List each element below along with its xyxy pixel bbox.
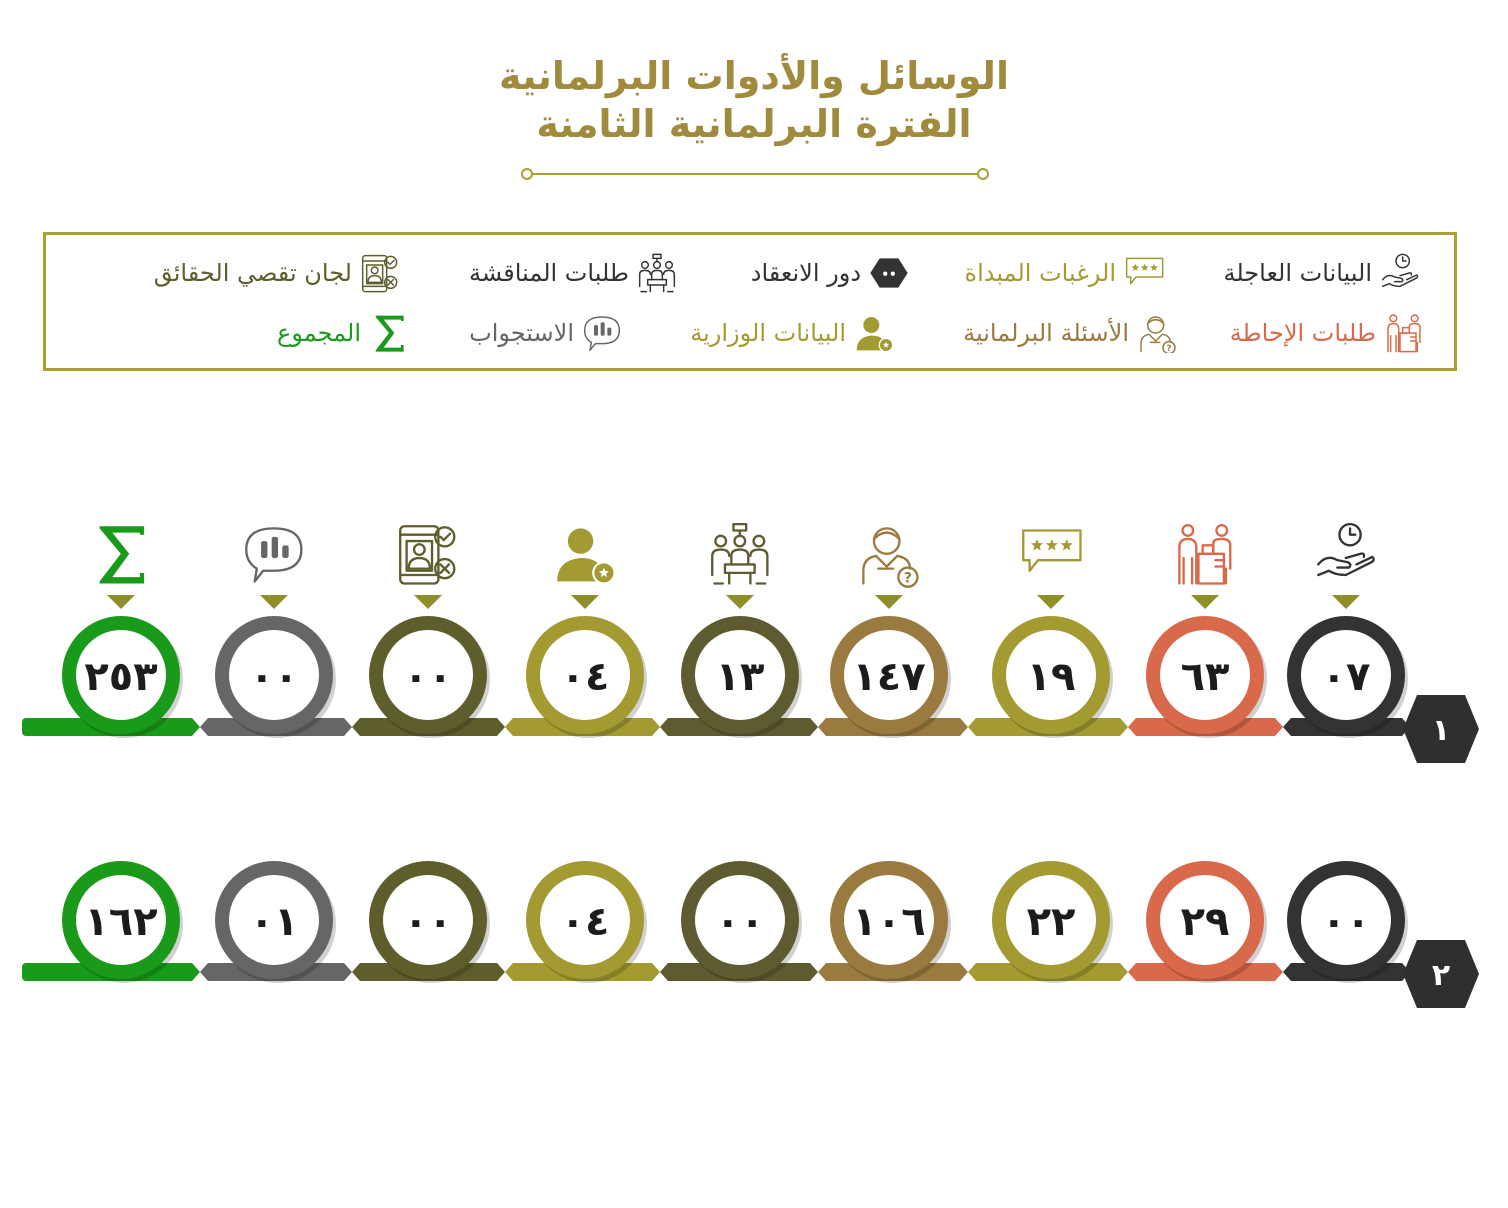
column-pointer xyxy=(414,595,442,609)
briefing-desk-icon xyxy=(1387,314,1421,353)
svg-text:?: ? xyxy=(1166,344,1171,353)
session-hexagon-icon: •• xyxy=(870,258,908,288)
data-label: ٢٥٣ xyxy=(84,654,157,700)
sigma-icon xyxy=(375,315,404,352)
hand-clock-icon xyxy=(1381,253,1419,288)
column-pointer xyxy=(1332,595,1360,609)
row-label-badge xyxy=(1403,940,1479,1008)
value-ring-inner xyxy=(1160,630,1250,720)
svg-text:?: ? xyxy=(904,570,912,586)
meeting-group-icon xyxy=(711,522,769,585)
main-title: الوسائل والأدوات البرلمانية xyxy=(499,54,1009,98)
legend-item: طلبات المناقشة xyxy=(469,253,677,293)
value-ring-inner xyxy=(540,630,630,720)
data-label: ٠١ xyxy=(250,899,299,945)
legend-label: المجموع xyxy=(277,319,361,347)
hand-clock-icon xyxy=(1317,522,1375,577)
person-question-icon: ? xyxy=(862,527,919,588)
value-ring-inner xyxy=(1006,630,1096,720)
data-label: ١٩ xyxy=(1027,654,1076,700)
legend-item: الاستجواب xyxy=(469,313,622,353)
bar-end-cap xyxy=(22,718,36,736)
legend-label: البيانات العاجلة xyxy=(1223,259,1372,287)
data-label: ١٣ xyxy=(716,654,765,700)
data-label: ٦٣ xyxy=(1181,654,1230,700)
data-label: ١٤٧ xyxy=(852,654,925,700)
data-label: ١٠٦ xyxy=(852,899,925,945)
column-pointer xyxy=(1191,595,1219,609)
data-label: ٠٧ xyxy=(1322,654,1371,700)
chat-bars-icon xyxy=(583,316,621,352)
legend-item: المجموع xyxy=(277,313,409,353)
value-ring-inner xyxy=(695,630,785,720)
legend-label: البيانات الوزارية xyxy=(690,319,846,347)
column-pointer xyxy=(726,595,754,609)
value-ring-inner xyxy=(540,875,630,965)
column-pointer xyxy=(107,595,135,609)
row-label: ٢ xyxy=(1432,958,1450,993)
sigma-icon xyxy=(99,526,145,584)
value-ring-inner xyxy=(383,875,473,965)
data-label: ٠٠ xyxy=(404,899,453,945)
value-ring-inner xyxy=(229,875,319,965)
rating-speech-icon xyxy=(1125,257,1164,285)
legend-label: الأسئلة البرلمانية xyxy=(963,319,1129,347)
legend-label: الرغبات المبداة xyxy=(964,259,1117,287)
data-label: ٠٤ xyxy=(561,899,610,945)
legend-label: طلبات المناقشة xyxy=(469,259,629,287)
sub-title: الفترة البرلمانية الثامنة xyxy=(536,102,972,146)
value-ring-inner xyxy=(1006,875,1096,965)
data-label: ٠٠ xyxy=(404,654,453,700)
person-star-icon xyxy=(557,528,616,585)
column-pointer xyxy=(260,595,288,609)
chat-bars-icon xyxy=(245,527,303,583)
value-ring-inner xyxy=(695,875,785,965)
fact-finding-phone-icon xyxy=(399,525,456,585)
column-pointer xyxy=(1037,595,1065,609)
meeting-group-icon xyxy=(638,253,676,293)
column-pointer xyxy=(571,595,599,609)
value-ring-inner xyxy=(229,630,319,720)
value-ring-inner xyxy=(1301,875,1391,965)
legend-item: البيانات الوزارية xyxy=(690,313,894,353)
legend-label: دور الانعقاد xyxy=(750,259,861,287)
data-label: ٠٠ xyxy=(250,654,299,700)
value-ring-inner xyxy=(383,630,473,720)
value-ring-inner xyxy=(844,630,934,720)
person-star-icon xyxy=(856,317,894,353)
legend-label: طلبات الإحاطة xyxy=(1229,319,1376,347)
data-label: ٠٤ xyxy=(561,654,610,700)
legend-label: الاستجواب xyxy=(469,319,574,347)
value-ring-inner xyxy=(1301,630,1391,720)
value-ring-inner xyxy=(76,630,166,720)
fact-finding-phone-icon xyxy=(361,254,398,293)
legend-item: الرغبات المبداة xyxy=(965,253,1165,293)
legend-item: البيانات العاجلة xyxy=(1223,253,1420,293)
bar-end-cap xyxy=(22,963,36,981)
legend-item: طلبات الإحاطة xyxy=(1230,313,1424,353)
legend-item: •• دور الانعقاد xyxy=(751,253,909,293)
svg-text:••: •• xyxy=(881,267,896,281)
legend-label: لجان تقصي الحقائق xyxy=(153,259,352,287)
data-label: ٢٢ xyxy=(1027,899,1076,945)
data-label: ٠٠ xyxy=(1322,899,1371,945)
rating-speech-icon xyxy=(1022,529,1082,572)
data-label: ٢٩ xyxy=(1181,899,1230,945)
briefing-desk-icon xyxy=(1178,524,1232,585)
legend-item: لجان تقصي الحقائق xyxy=(154,253,400,293)
value-ring-inner xyxy=(1160,875,1250,965)
data-label: ٠٠ xyxy=(716,899,765,945)
title-divider xyxy=(521,168,989,180)
value-ring-inner xyxy=(76,875,166,965)
column-pointer xyxy=(875,595,903,609)
person-question-icon: ? xyxy=(1140,316,1176,353)
value-ring-inner xyxy=(844,875,934,965)
row-label-badge xyxy=(1403,695,1479,763)
legend-item: ? الأسئلة البرلمانية xyxy=(963,313,1177,353)
row-label: ١ xyxy=(1432,713,1450,748)
data-label: ١٦٢ xyxy=(84,899,157,945)
legend: البيانات العاجلة الرغبات المبداة •• دور الا… xyxy=(43,232,1457,371)
title-block: الوسائل والأدوات البرلمانية الفترة البرل… xyxy=(0,52,1508,148)
